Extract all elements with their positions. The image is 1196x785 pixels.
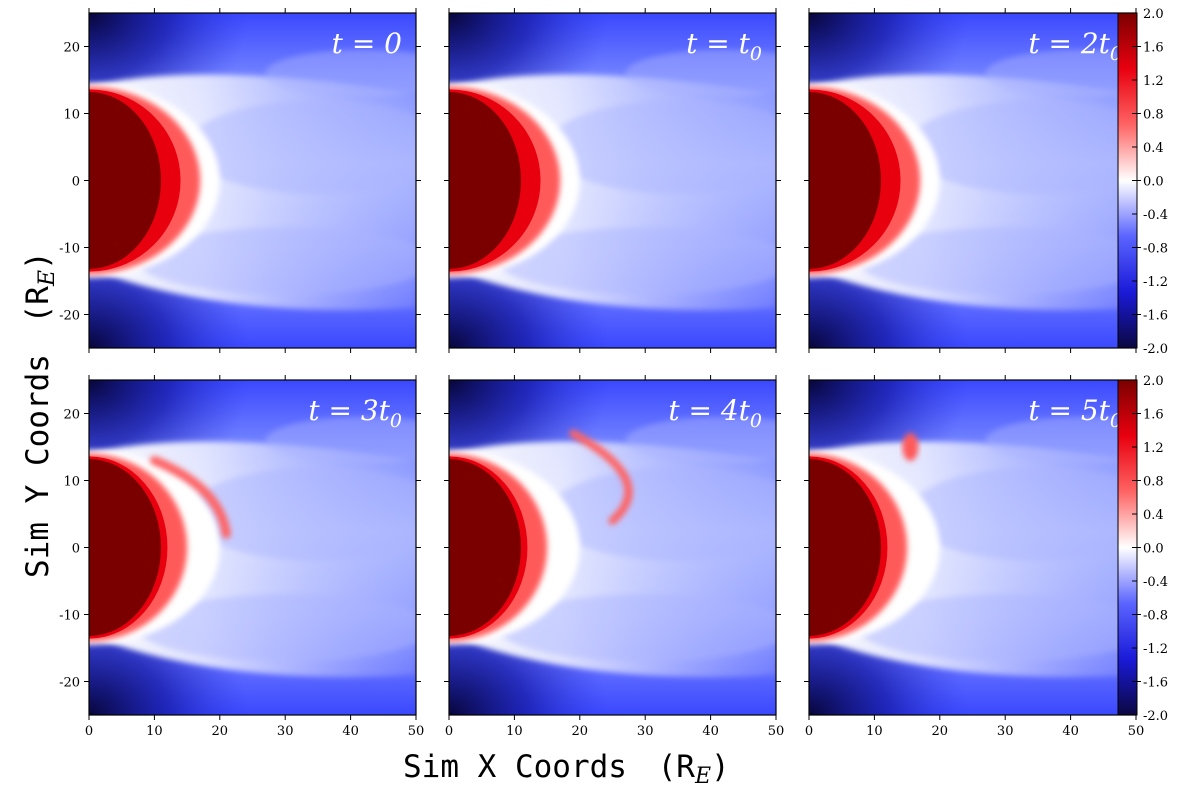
y-tick-label: -10 — [59, 242, 80, 257]
colorbar-tick-label: -0.4 — [1143, 208, 1168, 223]
x-tick-label: 0 — [445, 724, 453, 739]
x-tick-label: 50 — [1128, 724, 1145, 739]
colorbar-tick-label: 2.0 — [1143, 7, 1164, 22]
y-tick-label: -10 — [59, 609, 80, 624]
colorbars: 2.01.61.20.80.40.0-0.4-0.8-1.2-1.6-2.02.… — [1118, 7, 1168, 724]
colorbar-tick-label: 0.0 — [1143, 175, 1164, 190]
x-tick-label: 10 — [146, 724, 163, 739]
x-tick-label: 30 — [277, 724, 294, 739]
y-tick-label: 0 — [72, 175, 80, 190]
panel-time-label: t = 5t0 — [1028, 394, 1122, 432]
colorbar-tick-label: 1.6 — [1143, 41, 1164, 56]
panel-time-label: t = 4t0 — [668, 394, 762, 432]
x-tick-label: 10 — [866, 724, 883, 739]
y-tick-label: 20 — [63, 408, 80, 423]
colorbar-2: 2.0 1.6 1.2 0.8 0.4 0.0 -0.4 -0.8 -1.2 -1.6 -2.0 — [1118, 374, 1168, 724]
y-axis-title: Sim Y Coords (RE) — [20, 251, 60, 578]
colorbar-1: 2.0 1.6 1.2 0.8 0.4 0.0 -0.4 -0.8 -1.2 -1.6 -2.0 — [1118, 7, 1168, 357]
x-tick-label: 0 — [85, 724, 93, 739]
x-tick-label: 10 — [506, 724, 523, 739]
x-axis-title: Sim X Coords (RE) — [403, 749, 730, 785]
panel-time-label: t = 0 — [332, 27, 402, 60]
colorbar-tick-label: -1.6 — [1143, 676, 1168, 691]
colorbar-tick-label: -0.4 — [1143, 575, 1168, 590]
x-tick-label: 40 — [702, 724, 719, 739]
colorbar-tick-label: -1.6 — [1143, 309, 1168, 324]
colorbar-tick-label: -1.2 — [1143, 275, 1168, 290]
colorbar-tick-label: 0.8 — [1143, 475, 1164, 490]
x-tick-label: 20 — [932, 724, 949, 739]
colorbar-tick-label: -2.0 — [1143, 342, 1168, 357]
y-tick-label: 0 — [72, 542, 80, 557]
y-tick-label: -20 — [59, 676, 80, 691]
y-tick-label: 10 — [63, 108, 80, 123]
x-tick-label: 40 — [1062, 724, 1079, 739]
panel-4: 0 10 20 30 40 50 -20 -10 0 10 20 t = 3t0 — [0, 375, 462, 739]
panel-1: -20 -10 0 10 20 t = 0 — [0, 8, 462, 353]
colorbar-tick-label: -1.2 — [1143, 642, 1168, 657]
colorbar-tick-label: 1.6 — [1143, 408, 1164, 423]
panel-time-label: t = 3t0 — [308, 394, 402, 432]
colorbar-tick-label: -2.0 — [1143, 709, 1168, 724]
x-tick-label: 30 — [997, 724, 1014, 739]
x-tick-label: 40 — [342, 724, 359, 739]
panel-time-label: t = 2t0 — [1028, 27, 1122, 65]
colorbar-tick-label: -0.8 — [1143, 609, 1168, 624]
colorbar-tick-label: 1.2 — [1143, 441, 1164, 456]
heatmap-field — [0, 13, 462, 348]
x-tick-label: 20 — [212, 724, 229, 739]
x-tick-label: 30 — [637, 724, 654, 739]
x-tick-label: 50 — [768, 724, 785, 739]
colorbar-tick-label: 0.0 — [1143, 542, 1164, 557]
y-tick-label: 20 — [63, 41, 80, 56]
colorbar-tick-label: 0.8 — [1143, 108, 1164, 123]
colorbar-tick-label: 0.4 — [1143, 141, 1164, 156]
colorbar-tick-label: 0.4 — [1143, 508, 1164, 523]
colorbar-tick-label: 1.2 — [1143, 74, 1164, 89]
y-tick-label: 10 — [63, 475, 80, 490]
colorbar-tick-label: -0.8 — [1143, 242, 1168, 257]
x-tick-label: 0 — [805, 724, 813, 739]
y-tick-label: -20 — [59, 309, 80, 324]
x-tick-label: 20 — [572, 724, 589, 739]
x-tick-label: 50 — [408, 724, 425, 739]
colorbar-tick-label: 2.0 — [1143, 374, 1164, 389]
